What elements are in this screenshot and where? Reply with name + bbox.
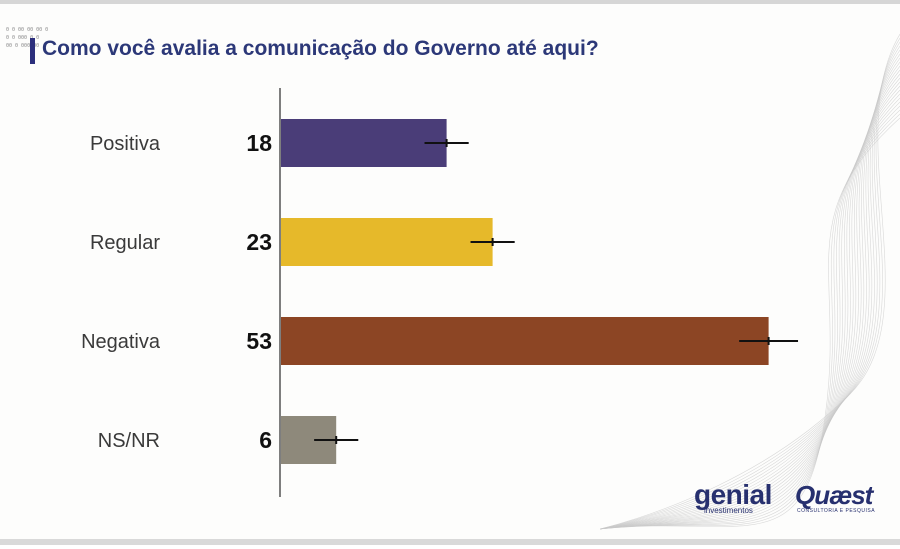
wave-line bbox=[600, 89, 900, 530]
value-label: 18 bbox=[246, 130, 272, 156]
wave-line bbox=[600, 49, 900, 530]
title-accent-bar bbox=[30, 38, 35, 64]
bar-positiva bbox=[281, 119, 447, 167]
wave-line bbox=[600, 105, 900, 530]
wave-line bbox=[600, 61, 900, 530]
wave-line bbox=[600, 93, 900, 530]
category-label: Positiva bbox=[90, 133, 161, 155]
header-fine-print: 0 0 00 00 00 0 0 0 000 0 0 00 0 000 00 bbox=[6, 27, 49, 49]
wave-line bbox=[600, 45, 900, 530]
wave-line bbox=[600, 81, 900, 530]
wave-line bbox=[600, 57, 900, 530]
wave-line bbox=[600, 77, 900, 530]
bar-regular bbox=[281, 218, 493, 266]
wave-line bbox=[600, 85, 900, 530]
wave-line bbox=[600, 73, 900, 530]
wave-line bbox=[600, 109, 900, 530]
bar-chart: Positiva 18 Regular 23 Negativa 53 NS/NR 6 bbox=[81, 88, 799, 497]
wave-line bbox=[600, 65, 900, 530]
value-label: 23 bbox=[246, 229, 272, 255]
chart-title: Como você avalia a comunicação do Govern… bbox=[42, 37, 599, 60]
bar-negativa bbox=[281, 317, 769, 365]
decorative-wave-lines bbox=[600, 33, 900, 530]
value-label: 53 bbox=[246, 328, 272, 354]
wave-line bbox=[600, 101, 900, 530]
wave-line bbox=[600, 113, 900, 530]
wave-line bbox=[600, 53, 900, 530]
wave-line bbox=[600, 69, 900, 530]
genial-logo: genial investimentos bbox=[694, 479, 772, 516]
quaest-logo: Quæst CONSULTORIA E PESQUISA bbox=[795, 480, 876, 514]
wave-line bbox=[600, 117, 900, 530]
category-label: Negativa bbox=[81, 331, 161, 353]
category-label: NS/NR bbox=[98, 430, 160, 452]
wave-line bbox=[600, 97, 900, 530]
value-label: 6 bbox=[259, 427, 272, 453]
category-label: Regular bbox=[90, 232, 160, 254]
